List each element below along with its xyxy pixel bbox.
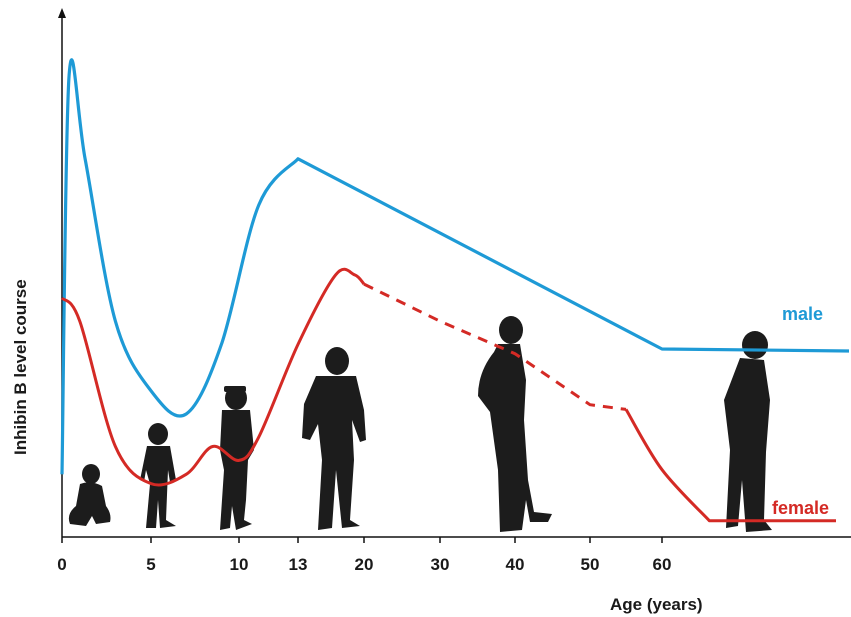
x-tick-label: 13 <box>289 555 308 574</box>
elderly-man-silhouette <box>724 331 772 532</box>
female-series-line-early <box>60 267 366 487</box>
child-10-silhouette <box>220 386 254 530</box>
x-tick-label: 50 <box>581 555 600 574</box>
x-tick-label: 60 <box>653 555 672 574</box>
y-axis-title: Inhibin B level course <box>11 279 30 455</box>
x-tick-labels: 0 5 10 13 20 30 40 50 60 <box>57 555 671 574</box>
silhouettes <box>68 316 772 532</box>
x-tick-label: 10 <box>230 555 249 574</box>
female-series-line-late <box>624 408 836 523</box>
x-tick-label: 40 <box>506 555 525 574</box>
x-tick-label: 30 <box>431 555 450 574</box>
adult-man-silhouette <box>478 316 552 532</box>
x-tick-label: 5 <box>146 555 155 574</box>
x-ticks <box>61 537 663 543</box>
y-axis-arrow <box>58 8 66 18</box>
infant-silhouette <box>68 464 111 526</box>
male-series-line <box>60 58 850 475</box>
female-series-label: female <box>772 498 829 518</box>
male-series-label: male <box>782 304 823 324</box>
teen-silhouette <box>302 347 366 530</box>
x-tick-label: 20 <box>355 555 374 574</box>
female-series-line-dashed <box>363 282 627 411</box>
x-tick-label: 0 <box>57 555 66 574</box>
x-axis-title: Age (years) <box>610 595 703 614</box>
child-5-silhouette <box>140 423 176 528</box>
